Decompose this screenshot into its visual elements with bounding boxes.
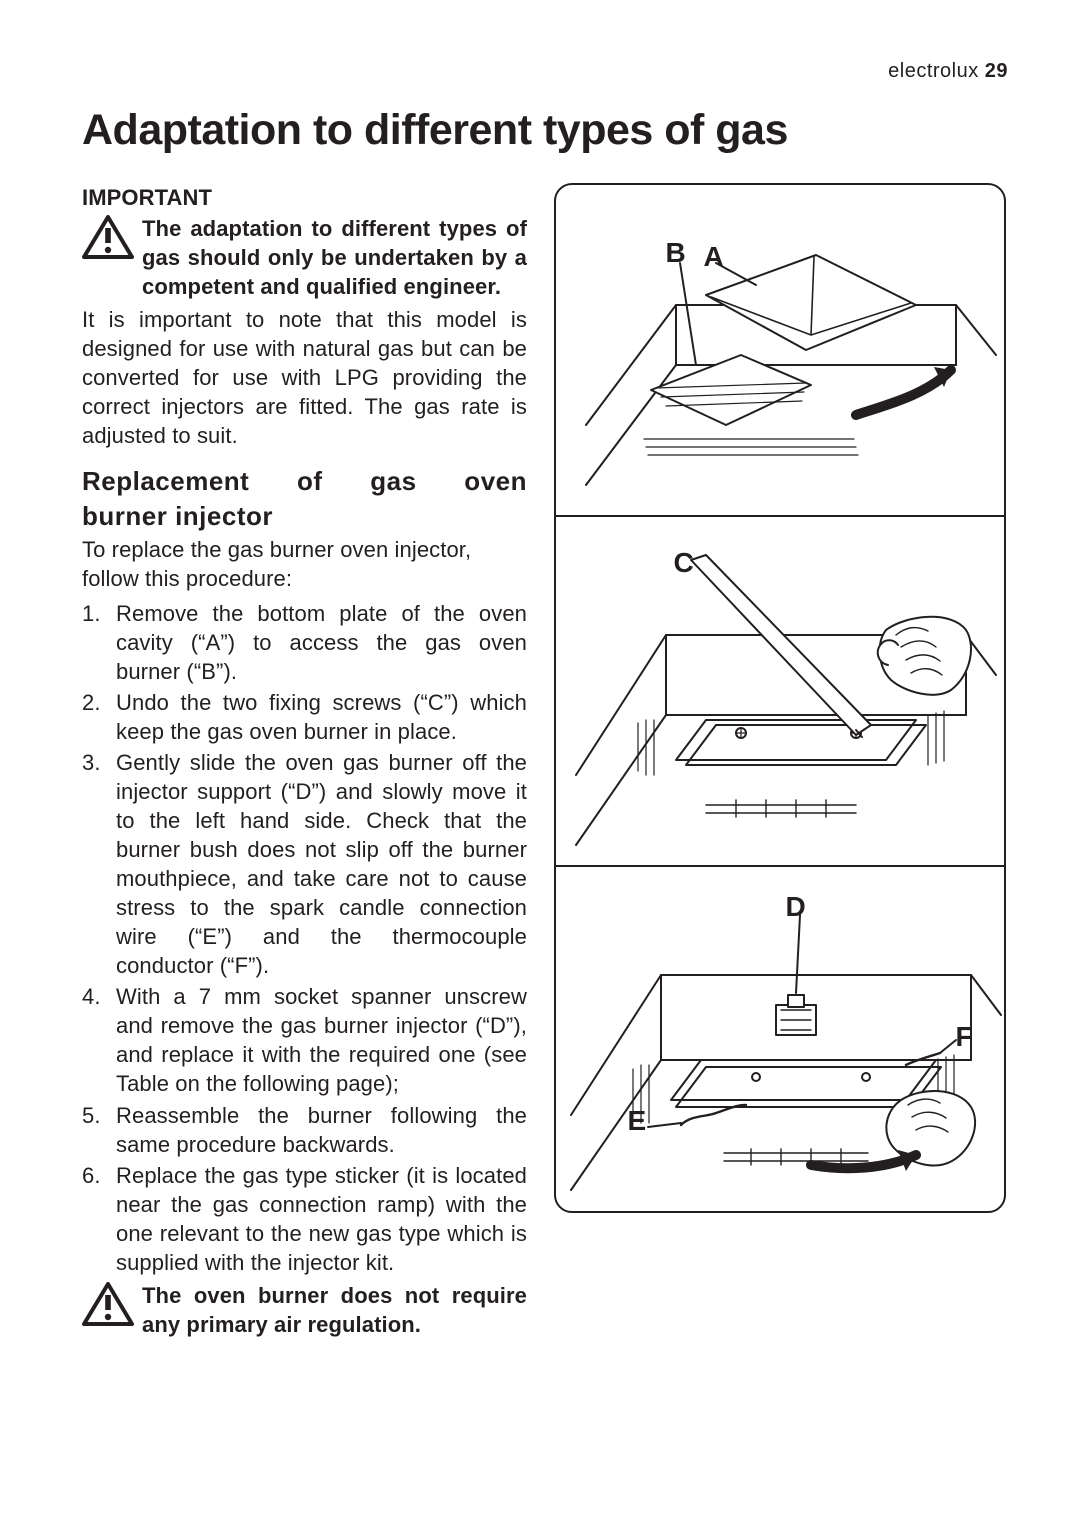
important-label: IMPORTANT — [82, 183, 527, 212]
figure-label-E: E — [628, 1105, 647, 1137]
figure-label-C: C — [674, 547, 694, 579]
warning-1-text: The adaptation to different types of gas… — [142, 214, 527, 301]
subheading-line-2: burner injector — [82, 499, 527, 533]
warning-icon — [82, 1281, 134, 1327]
figure-label-D: D — [786, 891, 806, 923]
page-header: electrolux 29 — [888, 60, 1008, 83]
step-item: Undo the two fixing screws (“C”) which k… — [82, 688, 527, 746]
figure-frame: A B C D E F — [554, 183, 1006, 1213]
warning-icon — [82, 214, 134, 260]
figure-panel-1 — [556, 185, 1006, 515]
page-title: Adaptation to different types of gas — [82, 106, 1008, 155]
step-item: Replace the gas type sticker (it is loca… — [82, 1161, 527, 1277]
right-column: A B C D E F — [551, 183, 1008, 1343]
figure-panel-2 — [556, 515, 1006, 865]
left-column: IMPORTANT The adaptation to different ty… — [82, 183, 527, 1343]
warning-block-1: The adaptation to different types of gas… — [82, 214, 527, 301]
figure-label-A: A — [704, 241, 724, 273]
step-item: Reassemble the burner following the same… — [82, 1101, 527, 1159]
subheading-line-1: Replacement of gas oven — [82, 466, 527, 496]
paragraph-1: It is important to note that this model … — [82, 305, 527, 450]
procedure-steps: Remove the bottom plate of the oven cavi… — [82, 599, 527, 1277]
content-columns: IMPORTANT The adaptation to different ty… — [82, 183, 1008, 1343]
brand-name: electrolux — [888, 60, 979, 82]
page-number: 29 — [985, 60, 1008, 82]
figure-panel-3 — [556, 865, 1006, 1213]
warning-2-text: The oven burner does not require any pri… — [142, 1281, 527, 1339]
subheading: Replacement of gas oven burner injector — [82, 464, 527, 533]
step-item: Remove the bottom plate of the oven cavi… — [82, 599, 527, 686]
figure-label-B: B — [666, 237, 686, 269]
step-item: Gently slide the oven gas burner off the… — [82, 748, 527, 980]
procedure-intro: To replace the gas burner oven injector,… — [82, 535, 527, 593]
warning-block-2: The oven burner does not require any pri… — [82, 1281, 527, 1339]
step-item: With a 7 mm socket spanner unscrew and r… — [82, 982, 527, 1098]
figure-label-F: F — [956, 1021, 973, 1053]
